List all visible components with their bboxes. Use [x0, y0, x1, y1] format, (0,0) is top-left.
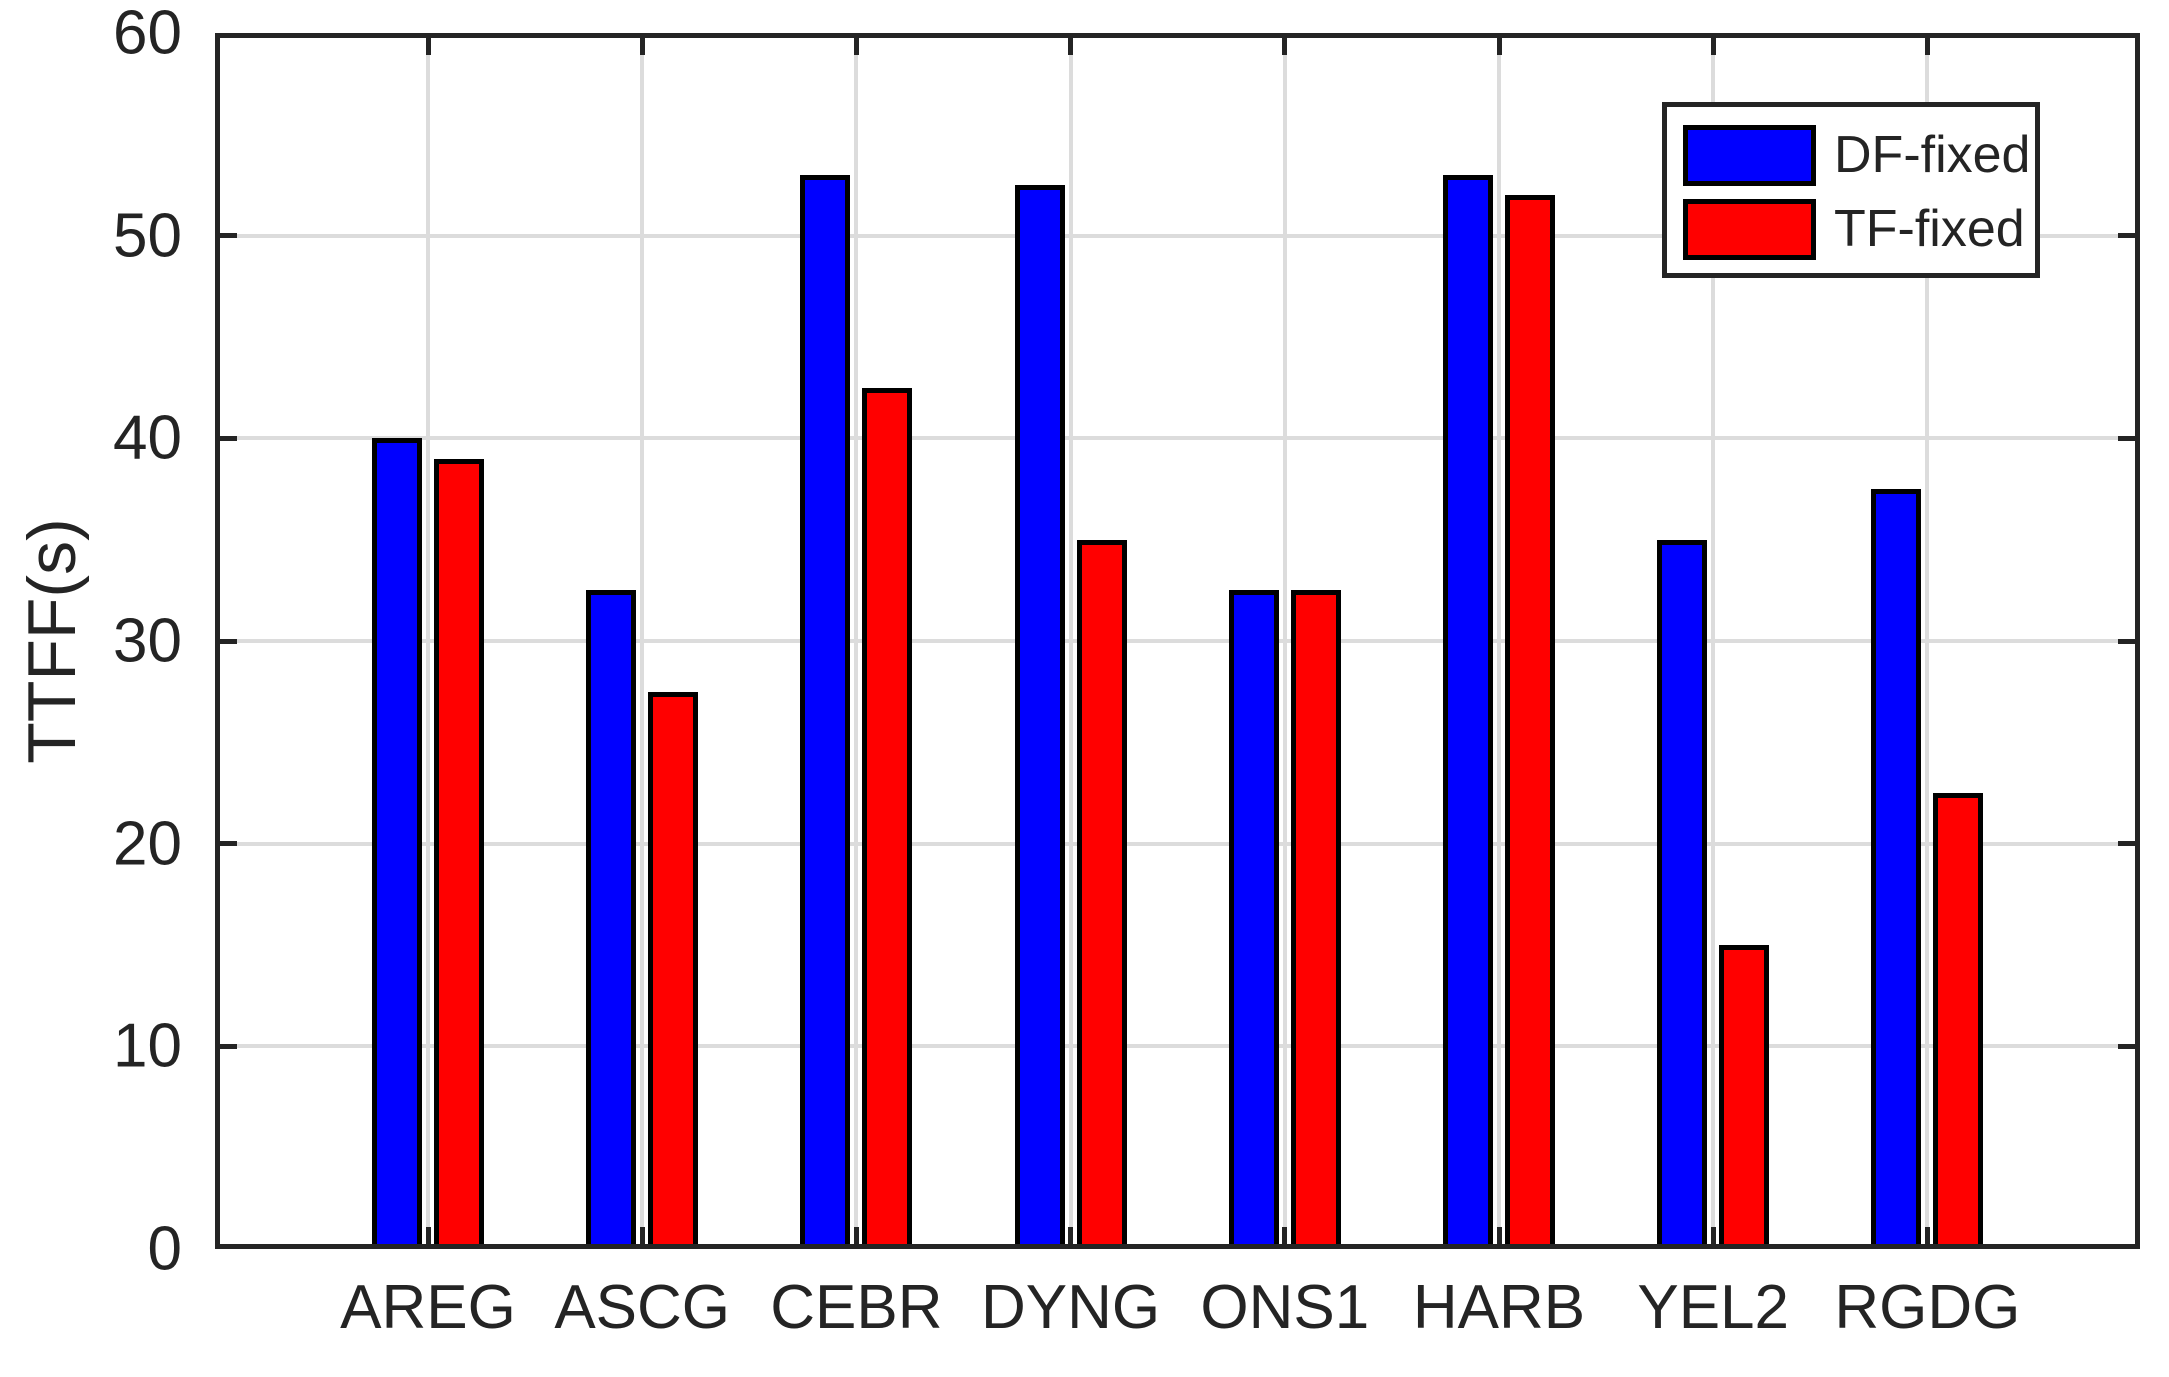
x-tick-label: HARB — [1412, 1273, 1586, 1342]
gridline-vertical — [1068, 33, 1073, 1249]
x-tick-mark-bottom — [1496, 1227, 1502, 1249]
bar-df-fixed-areg — [372, 438, 422, 1249]
x-tick-label: YEL2 — [1637, 1273, 1790, 1342]
gridline-horizontal — [215, 1044, 2140, 1049]
legend-label: TF-fixed — [1834, 200, 2025, 258]
y-tick-mark-right — [2118, 233, 2140, 239]
gridline-horizontal — [215, 436, 2140, 441]
x-tick-mark-top — [425, 33, 431, 55]
x-tick-mark-bottom — [853, 1227, 859, 1249]
y-tick-label: 0 — [147, 1214, 182, 1284]
gridline-vertical — [1925, 33, 1930, 1249]
x-tick-mark-top — [1924, 33, 1930, 55]
x-tick-label: CEBR — [770, 1273, 943, 1342]
y-tick-mark-left — [215, 841, 237, 847]
legend-swatch — [1683, 198, 1816, 260]
y-tick-label: 50 — [113, 201, 182, 271]
legend: DF-fixed TF-fixed — [1662, 102, 2040, 278]
x-tick-mark-top — [1068, 33, 1074, 55]
x-tick-mark-bottom — [639, 1227, 645, 1249]
gridline-horizontal — [215, 233, 2140, 238]
y-tick-mark-right — [2118, 841, 2140, 847]
y-tick-label: 60 — [113, 0, 182, 68]
x-tick-label: DYNG — [981, 1273, 1161, 1342]
y-tick-label: 30 — [113, 606, 182, 676]
y-tick-label: 10 — [113, 1011, 182, 1081]
gridline-vertical — [1497, 33, 1501, 1249]
gridline-vertical — [1711, 33, 1716, 1249]
bar-tf-fixed-rgdg — [1933, 793, 1984, 1249]
legend-label: DF-fixed — [1834, 126, 2031, 184]
gridline-vertical — [426, 33, 430, 1249]
x-tick-label: ONS1 — [1200, 1273, 1370, 1342]
x-tick-mark-bottom — [1068, 1227, 1074, 1249]
legend-swatch — [1683, 124, 1816, 186]
y-tick-mark-left — [215, 233, 237, 239]
x-tick-mark-top — [1496, 33, 1502, 55]
bar-tf-fixed-ascg — [648, 691, 699, 1249]
y-tick-mark-right — [2118, 435, 2140, 441]
legend-item: TF-fixed — [1683, 196, 2035, 262]
bar-df-fixed-rgdg — [1871, 489, 1922, 1249]
gridline-horizontal — [215, 639, 2140, 643]
gridline-horizontal — [215, 841, 2140, 846]
x-tick-label: AREG — [340, 1273, 516, 1342]
y-tick-mark-right — [2118, 638, 2140, 644]
bar-df-fixed-ascg — [586, 590, 637, 1249]
x-tick-mark-top — [853, 33, 859, 55]
legend-item: DF-fixed — [1683, 122, 2035, 188]
bar-tf-fixed-yel2 — [1719, 945, 1770, 1249]
y-tick-mark-left — [215, 1043, 237, 1049]
bar-tf-fixed-cebr — [862, 387, 913, 1249]
bar-df-fixed-ons1 — [1228, 590, 1279, 1249]
x-tick-mark-bottom — [1710, 1227, 1716, 1249]
y-tick-mark-left — [215, 435, 237, 441]
bar-tf-fixed-dyng — [1076, 539, 1127, 1249]
bar-tf-fixed-areg — [434, 458, 484, 1249]
x-tick-mark-bottom — [1924, 1227, 1930, 1249]
bar-df-fixed-harb — [1443, 174, 1493, 1249]
y-tick-label: 20 — [113, 809, 182, 879]
x-tick-mark-bottom — [425, 1227, 431, 1249]
gridline-vertical — [640, 33, 645, 1249]
x-tick-mark-top — [1282, 33, 1288, 55]
bar-tf-fixed-ons1 — [1290, 590, 1341, 1249]
x-tick-mark-bottom — [1282, 1227, 1288, 1249]
bar-tf-fixed-harb — [1505, 195, 1555, 1249]
bar-df-fixed-yel2 — [1657, 539, 1708, 1249]
gridline-vertical — [854, 33, 859, 1249]
y-tick-label: 40 — [113, 403, 182, 473]
x-tick-mark-top — [639, 33, 645, 55]
x-tick-label: ASCG — [554, 1273, 731, 1342]
x-tick-mark-top — [1710, 33, 1716, 55]
y-tick-mark-left — [215, 638, 237, 644]
gridline-vertical — [1282, 33, 1287, 1249]
x-tick-label: RGDG — [1834, 1273, 2021, 1342]
bar-df-fixed-dyng — [1014, 185, 1065, 1249]
y-tick-mark-right — [2118, 1043, 2140, 1049]
bar-df-fixed-cebr — [800, 174, 851, 1249]
